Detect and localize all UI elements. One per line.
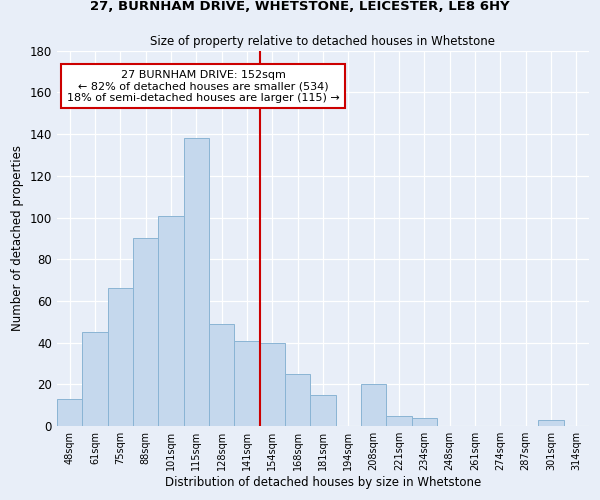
Title: Size of property relative to detached houses in Whetstone: Size of property relative to detached ho… xyxy=(151,35,496,48)
Bar xyxy=(260,342,285,426)
Bar xyxy=(285,374,310,426)
X-axis label: Distribution of detached houses by size in Whetstone: Distribution of detached houses by size … xyxy=(165,476,481,489)
Bar xyxy=(310,395,335,426)
Bar xyxy=(234,340,260,426)
Bar xyxy=(386,416,412,426)
Y-axis label: Number of detached properties: Number of detached properties xyxy=(11,146,24,332)
Bar xyxy=(209,324,234,426)
Text: 27 BURNHAM DRIVE: 152sqm
← 82% of detached houses are smaller (534)
18% of semi-: 27 BURNHAM DRIVE: 152sqm ← 82% of detach… xyxy=(67,70,340,102)
Bar xyxy=(107,288,133,426)
Bar xyxy=(158,216,184,426)
Bar xyxy=(82,332,107,426)
Bar xyxy=(184,138,209,426)
Bar xyxy=(538,420,563,426)
Bar xyxy=(361,384,386,426)
Bar xyxy=(57,399,82,426)
Text: 27, BURNHAM DRIVE, WHETSTONE, LEICESTER, LE8 6HY: 27, BURNHAM DRIVE, WHETSTONE, LEICESTER,… xyxy=(90,0,510,13)
Bar xyxy=(412,418,437,426)
Bar xyxy=(133,238,158,426)
